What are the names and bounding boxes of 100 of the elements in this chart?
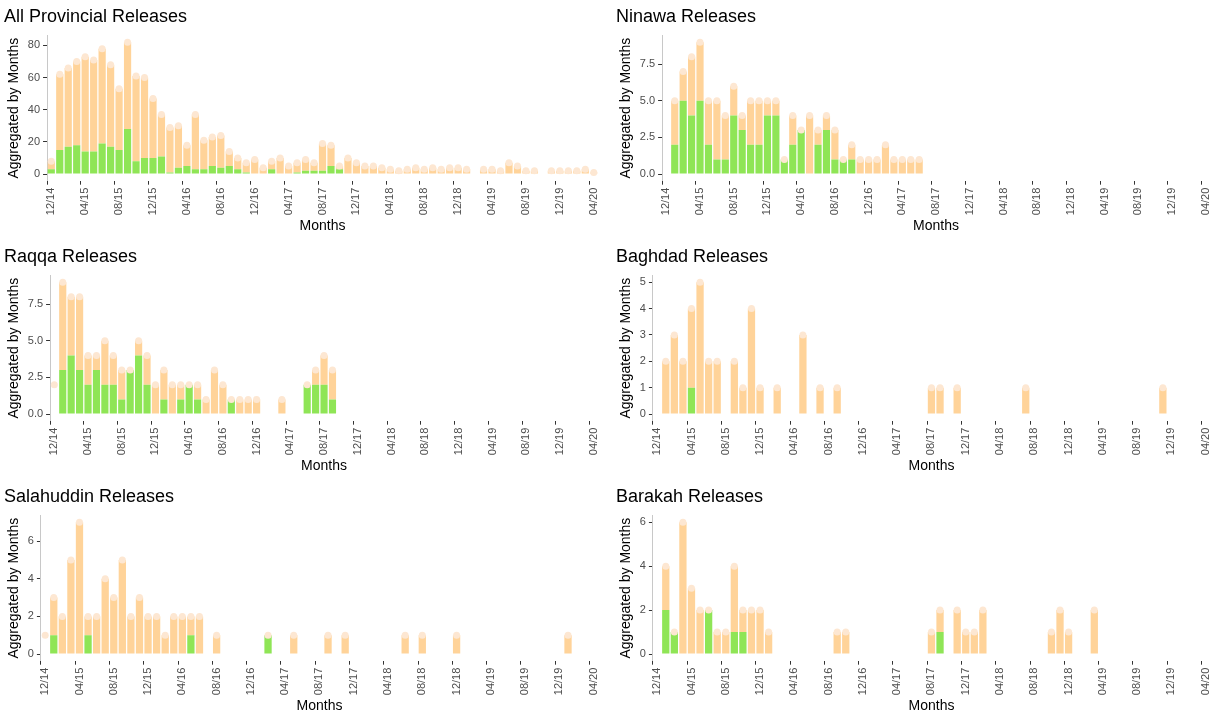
y-axis-title: Aggregated by Months bbox=[617, 517, 634, 659]
x-tick-label: 08/19 bbox=[1131, 187, 1144, 216]
x-tick-label: 04/17 bbox=[895, 187, 908, 216]
y-tick-label: 60 bbox=[27, 70, 41, 83]
y-tick-label: 5.0 bbox=[639, 93, 656, 106]
chart-title: Ninawa Releases bbox=[616, 5, 757, 26]
y-tick-label: 0 bbox=[27, 647, 34, 660]
chart-title: Baghdad Releases bbox=[616, 245, 769, 266]
x-tick-label: 04/19 bbox=[1097, 187, 1110, 216]
x-tick-label: 08/18 bbox=[1030, 187, 1043, 216]
x-tick-label: 04/16 bbox=[787, 427, 800, 456]
x-tick-label: 12/17 bbox=[958, 667, 971, 696]
x-tick-label: 04/15 bbox=[684, 667, 697, 696]
x-tick-label: 04/19 bbox=[1095, 667, 1108, 696]
y-tick-label: 7.5 bbox=[639, 57, 656, 70]
x-tick-label: 12/16 bbox=[861, 187, 874, 216]
x-axis-title: Months bbox=[301, 457, 348, 474]
y-tick-label: 0 bbox=[639, 647, 646, 660]
x-tick-label: 08/18 bbox=[415, 667, 428, 696]
y-tick-label: 40 bbox=[27, 102, 41, 115]
x-tick-label: 08/16 bbox=[821, 427, 834, 456]
x-tick-label: 12/14 bbox=[44, 187, 57, 216]
x-tick-label: 12/14 bbox=[659, 187, 672, 216]
y-tick-label: 4 bbox=[639, 301, 646, 314]
x-tick-label: 08/15 bbox=[726, 187, 739, 216]
x-tick-label: 12/17 bbox=[958, 427, 971, 456]
x-tick-label: 12/17 bbox=[349, 187, 362, 216]
x-tick-label: 08/16 bbox=[215, 427, 228, 456]
x-tick-label: 12/15 bbox=[141, 667, 154, 696]
x-tick-label: 04/17 bbox=[890, 667, 903, 696]
x-tick-label: 12/14 bbox=[38, 667, 51, 696]
chart-title: All Provincial Releases bbox=[4, 5, 188, 26]
y-tick-label: 20 bbox=[27, 134, 41, 147]
y-tick-label: 1 bbox=[639, 380, 646, 393]
x-tick-label: 12/18 bbox=[451, 187, 464, 216]
x-tick-label: 12/17 bbox=[350, 427, 363, 456]
x-tick-label: 12/19 bbox=[552, 187, 565, 216]
x-tick-label: 08/16 bbox=[213, 187, 226, 216]
x-tick-label: 12/19 bbox=[553, 427, 566, 456]
y-tick-label: 0.0 bbox=[27, 407, 44, 420]
x-tick-label: 12/19 bbox=[1164, 427, 1177, 456]
x-tick-label: 04/20 bbox=[1198, 667, 1211, 696]
y-tick-label: 6 bbox=[27, 534, 34, 547]
y-axis-title: Aggregated by Months bbox=[5, 277, 22, 419]
x-tick-label: 12/18 bbox=[451, 427, 464, 456]
x-tick-label: 04/16 bbox=[787, 667, 800, 696]
x-tick-label: 08/17 bbox=[924, 667, 937, 696]
x-tick-label: 04/15 bbox=[684, 427, 697, 456]
y-tick-label: 7.5 bbox=[27, 297, 44, 310]
x-tick-label: 04/18 bbox=[381, 667, 394, 696]
x-tick-label: 08/19 bbox=[1130, 427, 1143, 456]
x-tick-label: 12/15 bbox=[753, 427, 766, 456]
x-tick-label: 04/15 bbox=[72, 667, 85, 696]
x-tick-label: 04/16 bbox=[794, 187, 807, 216]
x-tick-label: 04/19 bbox=[485, 187, 498, 216]
x-tick-label: 04/20 bbox=[1198, 427, 1211, 456]
x-tick-label: 12/15 bbox=[146, 187, 159, 216]
y-tick-label: 2.5 bbox=[639, 130, 656, 143]
x-tick-label: 08/16 bbox=[827, 187, 840, 216]
x-tick-label: 12/15 bbox=[148, 427, 161, 456]
x-tick-label: 04/16 bbox=[179, 187, 192, 216]
y-tick-label: 2 bbox=[639, 603, 646, 616]
x-tick-label: 04/18 bbox=[996, 187, 1009, 216]
x-tick-label: 12/19 bbox=[552, 667, 565, 696]
x-tick-label: 12/18 bbox=[1061, 667, 1074, 696]
x-tick-label: 04/15 bbox=[78, 187, 91, 216]
x-tick-label: 12/16 bbox=[249, 427, 262, 456]
x-tick-label: 12/16 bbox=[247, 187, 260, 216]
x-tick-label: 12/14 bbox=[47, 427, 60, 456]
x-tick-label: 12/18 bbox=[1063, 187, 1076, 216]
y-axis-title: Aggregated by Months bbox=[5, 517, 22, 659]
x-axis-title: Months bbox=[913, 217, 960, 234]
x-tick-label: 08/17 bbox=[312, 667, 325, 696]
x-tick-label: 08/19 bbox=[518, 667, 531, 696]
x-tick-label: 08/15 bbox=[112, 187, 125, 216]
x-tick-label: 12/16 bbox=[243, 667, 256, 696]
x-tick-label: 12/15 bbox=[753, 667, 766, 696]
x-tick-label: 08/15 bbox=[718, 667, 731, 696]
x-tick-label: 04/19 bbox=[485, 427, 498, 456]
x-tick-label: 08/18 bbox=[1027, 667, 1040, 696]
x-tick-label: 12/14 bbox=[650, 667, 663, 696]
x-tick-label: 08/19 bbox=[1130, 667, 1143, 696]
y-tick-label: 2.5 bbox=[27, 370, 44, 383]
x-tick-label: 08/16 bbox=[209, 667, 222, 696]
x-tick-label: 12/18 bbox=[449, 667, 462, 696]
x-tick-label: 08/17 bbox=[929, 187, 942, 216]
x-tick-label: 04/19 bbox=[483, 667, 496, 696]
x-tick-label: 08/19 bbox=[519, 427, 532, 456]
x-tick-label: 08/17 bbox=[924, 427, 937, 456]
x-tick-label: 08/15 bbox=[718, 427, 731, 456]
x-axis-title: Months bbox=[299, 217, 346, 234]
y-axis-title: Aggregated by Months bbox=[617, 277, 634, 419]
chart-title: Raqqa Releases bbox=[4, 245, 138, 266]
x-tick-label: 08/17 bbox=[315, 187, 328, 216]
x-tick-label: 08/19 bbox=[518, 187, 531, 216]
chart-title: Barakah Releases bbox=[616, 485, 764, 506]
x-tick-label: 04/15 bbox=[693, 187, 706, 216]
x-tick-label: 08/16 bbox=[821, 667, 834, 696]
y-tick-label: 2 bbox=[27, 609, 34, 622]
y-tick-label: 4 bbox=[639, 559, 646, 572]
